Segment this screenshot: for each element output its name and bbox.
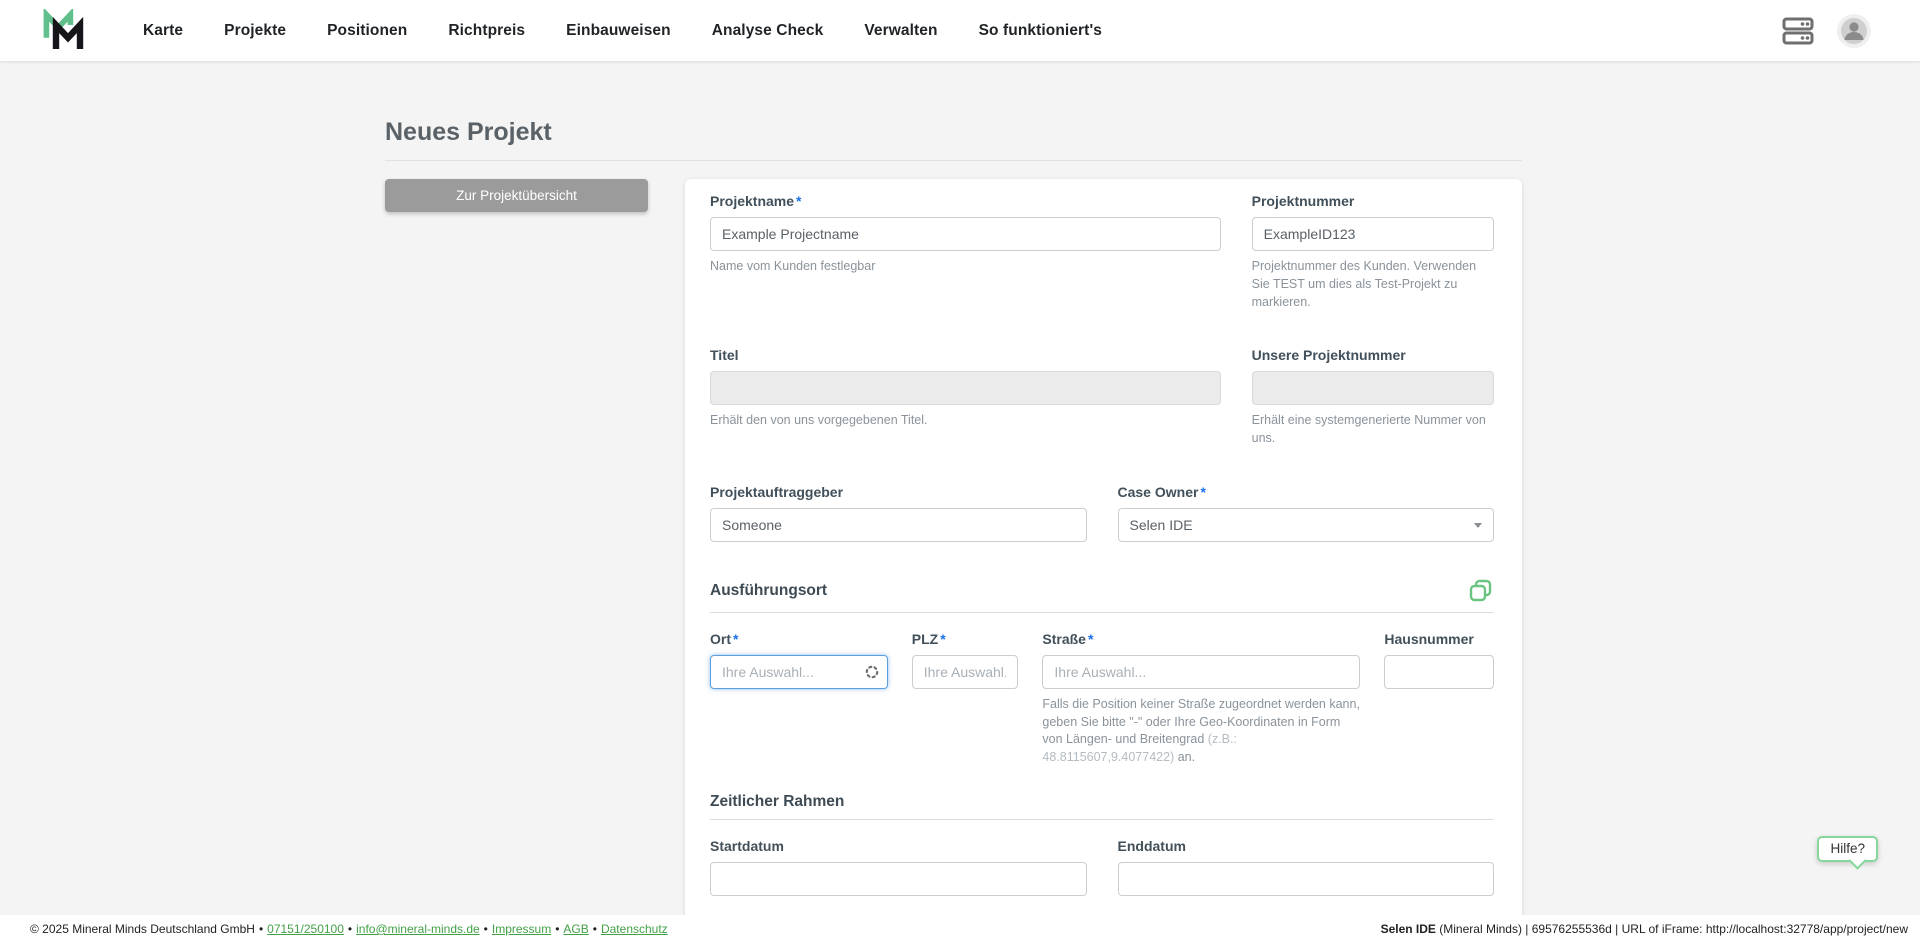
top-navigation-bar: Karte Projekte Positionen Richtpreis Ein… [0, 0, 1920, 61]
enddatum-label: Enddatum [1117, 837, 1186, 854]
nav-item-verwalten[interactable]: Verwalten [864, 21, 938, 39]
required-asterisk: * [796, 193, 802, 209]
project-overview-button[interactable]: Zur Projektübersicht [385, 179, 648, 212]
case-owner-select[interactable]: Selen IDE [1117, 507, 1494, 542]
footer-session-info: Selen IDE (Mineral Minds) | 69576255536d… [1381, 922, 1908, 936]
titel-input [710, 371, 1221, 406]
unsere-projektnummer-label: Unsere Projektnummer [1251, 347, 1406, 364]
field-projektnummer: Projektnummer Projektnummer des Kunden. … [1251, 193, 1494, 311]
new-project-form-card: Projektname* Name vom Kunden festlegbar … [685, 179, 1522, 915]
required-asterisk: * [1200, 483, 1206, 500]
ort-input[interactable] [710, 654, 888, 689]
field-unsere-projektnummer: Unsere Projektnummer Erhält eine systemg… [1251, 347, 1494, 448]
footer-link-email[interactable]: info@mineral-minds.de [356, 922, 480, 936]
mineral-minds-logo-icon[interactable] [40, 8, 88, 53]
footer-link-impressum[interactable]: Impressum [491, 922, 552, 936]
title-divider [385, 160, 1522, 161]
nav-item-so-funktionierts[interactable]: So funktioniert's [978, 21, 1102, 39]
server-icon[interactable] [1782, 17, 1814, 45]
field-hausnummer: Hausnummer [1384, 631, 1494, 767]
section-divider [710, 818, 1494, 820]
field-plz: PLZ * [911, 630, 1019, 767]
nav-item-positionen[interactable]: Positionen [327, 21, 408, 39]
field-ort: Ort * [710, 631, 888, 767]
case-owner-selected-value: Selen IDE [1129, 516, 1193, 533]
unsere-projektnummer-input [1251, 371, 1494, 406]
field-projektname: Projektname* Name vom Kunden festlegbar [710, 193, 1221, 311]
footer: © 2025 Mineral Minds Deutschland GmbH • 07… [0, 915, 1920, 943]
main-content: Neues Projekt Zur Projektübersicht Proje… [0, 61, 1920, 915]
field-enddatum: Enddatum [1117, 837, 1494, 896]
footer-app-name: Selen IDE [1380, 922, 1436, 936]
strasse-helper-example: (z.B.: 48.8115607,9.4077422) [1042, 732, 1237, 764]
footer-copyright: © 2025 Mineral Minds Deutschland GmbH [30, 922, 255, 936]
section-title-zeitlicher-rahmen: Zeitlicher Rahmen [710, 792, 845, 810]
nav-item-richtpreis[interactable]: Richtpreis [448, 21, 526, 39]
ort-label: Ort * [710, 630, 739, 647]
user-avatar-icon[interactable] [1836, 13, 1872, 49]
projektname-label: Projektname * [710, 193, 802, 209]
case-owner-label: Case Owner * [1117, 483, 1206, 500]
required-asterisk: * [940, 630, 946, 647]
chevron-down-icon [1474, 522, 1482, 528]
field-startdatum: Startdatum [710, 838, 1087, 896]
footer-iframe-url: (Mineral Minds) | 69576255536d | URL of … [1435, 922, 1908, 936]
footer-link-phone[interactable]: 07151/250100 [267, 922, 344, 936]
projektnummer-label: Projektnummer [1251, 193, 1355, 209]
hausnummer-label: Hausnummer [1384, 630, 1474, 647]
titel-label: Titel [710, 347, 739, 364]
footer-link-datenschutz[interactable]: Datenschutz [600, 922, 668, 936]
projektname-input[interactable] [710, 217, 1221, 251]
projektnummer-helper: Projektnummer des Kunden. Verwenden Sie … [1251, 259, 1477, 309]
field-titel: Titel Erhält den von uns vorgegebenen Ti… [710, 347, 1221, 448]
plz-input[interactable] [911, 654, 1019, 689]
help-bubble[interactable]: Hilfe? [1817, 836, 1878, 862]
enddatum-input[interactable] [1117, 861, 1494, 896]
projektauftraggeber-label: Projektauftraggeber [710, 483, 844, 500]
plz-label: PLZ * [911, 630, 946, 647]
startdatum-input[interactable] [710, 861, 1087, 896]
projektname-helper: Name vom Kunden festlegbar [710, 259, 876, 273]
field-strasse: Straße* Falls die Position keiner Straße… [1042, 630, 1361, 767]
nav-item-einbauweisen[interactable]: Einbauweisen [566, 21, 671, 39]
projektauftraggeber-input[interactable] [710, 507, 1087, 542]
required-asterisk: * [733, 630, 739, 647]
footer-legal: © 2025 Mineral Minds Deutschland GmbH • 07… [30, 922, 668, 936]
nav-item-projekte[interactable]: Projekte [224, 21, 287, 39]
footer-link-agb[interactable]: AGB [563, 922, 589, 936]
strasse-helper: Falls die Position keiner Straße zugeord… [1042, 696, 1360, 764]
nav-item-karte[interactable]: Karte [143, 21, 184, 39]
startdatum-label: Startdatum [710, 837, 784, 854]
main-nav: Karte Projekte Positionen Richtpreis Ein… [143, 22, 1102, 40]
strasse-label: Straße * [1042, 630, 1094, 647]
strasse-input[interactable] [1042, 654, 1361, 689]
required-asterisk: * [1087, 630, 1094, 647]
hausnummer-input[interactable] [1384, 654, 1494, 689]
copy-icon[interactable] [1468, 578, 1494, 604]
page-title: Neues Projekt [385, 118, 552, 146]
projektnummer-input[interactable] [1251, 217, 1494, 251]
field-case-owner: Case Owner * Selen IDE [1117, 483, 1494, 542]
titel-helper: Erhält den von uns vorgegebenen Titel. [710, 413, 928, 428]
field-projektauftraggeber: Projektauftraggeber [710, 484, 1087, 542]
unsere-projektnummer-helper: Erhält eine systemgenerierte Nummer von … [1251, 413, 1486, 445]
loading-spinner-icon [865, 665, 879, 679]
section-divider [710, 611, 1494, 613]
section-title-ausfuehrungsort: Ausführungsort [710, 581, 828, 599]
nav-item-analyse-check[interactable]: Analyse Check [711, 21, 824, 39]
